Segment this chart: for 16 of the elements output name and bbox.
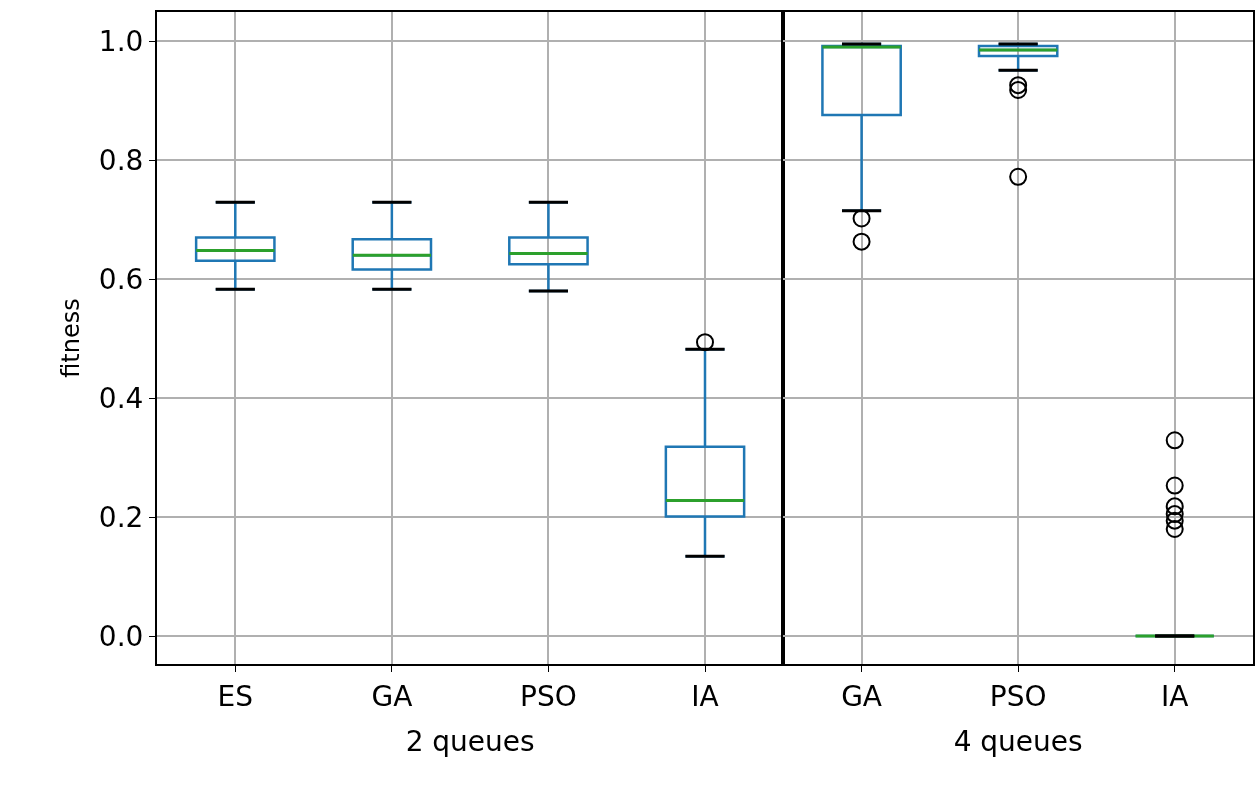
- x-tick-label: IA: [1161, 679, 1189, 713]
- x-tick-label: PSO: [520, 679, 577, 713]
- y-tick-label: 0.8: [98, 143, 144, 177]
- x-tick-label: PSO: [989, 679, 1047, 713]
- x-axis-title: 4 queues: [953, 725, 1083, 759]
- y-tick-label: 1.0: [98, 24, 144, 58]
- x-tick-label: GA: [371, 679, 413, 713]
- y-axis-title: fitness: [57, 298, 86, 378]
- y-tick-label: 0.0: [98, 619, 144, 653]
- y-tick-label: 0.6: [98, 262, 144, 296]
- y-tick-label: 0.2: [98, 500, 144, 534]
- x-axis-title: 2 queues: [405, 725, 535, 759]
- x-tick-label: GA: [841, 679, 883, 713]
- x-tick-label: IA: [691, 679, 719, 713]
- y-tick-label: 0.4: [98, 381, 144, 415]
- x-tick-label: ES: [217, 679, 254, 713]
